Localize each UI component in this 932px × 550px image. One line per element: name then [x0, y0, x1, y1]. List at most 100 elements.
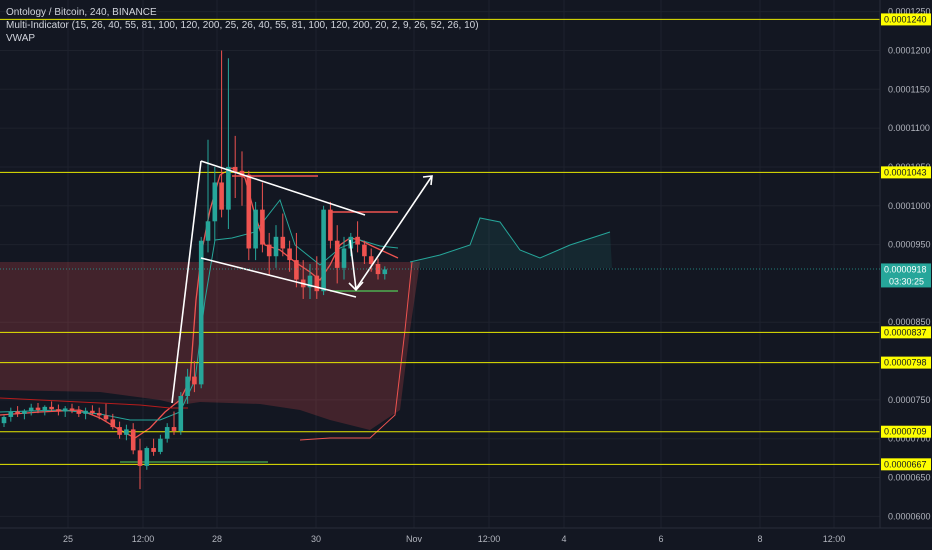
candle-body — [280, 236, 286, 249]
level-label: 0.0000709 — [884, 427, 927, 437]
time-tick-label: 12:00 — [478, 534, 501, 544]
candle — [49, 401, 54, 412]
candle — [130, 423, 136, 455]
candle — [294, 232, 299, 288]
candle — [232, 135, 238, 198]
candle-body — [15, 411, 20, 414]
candle-body — [239, 170, 245, 175]
countdown-label: 03:30:25 — [889, 276, 924, 286]
candle-body — [273, 236, 279, 257]
candle-body — [144, 448, 150, 466]
candle-body — [28, 407, 34, 411]
candle — [137, 438, 143, 490]
time-tick-label: 12:00 — [132, 534, 155, 544]
projection-up-arrow-line — [355, 175, 433, 290]
horizontal-levels — [0, 18, 880, 465]
candle-body — [76, 410, 82, 414]
candle-body — [90, 410, 95, 414]
time-tick-label: 6 — [658, 534, 663, 544]
symbol-title[interactable]: Ontology / Bitcoin, 240, BINANCE — [6, 7, 157, 18]
candle-body — [355, 236, 360, 245]
candle — [273, 225, 279, 268]
projection-down-arrow-line — [349, 239, 357, 290]
candle — [355, 221, 360, 253]
candle-body — [185, 376, 190, 396]
candle — [56, 404, 61, 416]
flagpole-line — [171, 160, 202, 404]
candle-body — [232, 166, 238, 171]
candle — [368, 248, 374, 272]
price-axis[interactable]: 0.0001250 0.0001200 0.0001150 0.0001100 0.00… — [879, 0, 931, 528]
time-axis[interactable]: 25 12:00 28 30 Nov 12:00 4 6 8 12:00 — [0, 527, 932, 544]
candle — [62, 406, 68, 417]
cloud-lower-area — [410, 218, 612, 268]
level-label-bg — [881, 326, 931, 339]
candle — [96, 407, 102, 420]
candlestick-series — [1, 50, 388, 490]
projection-down-arrowhead — [348, 281, 364, 292]
candle — [178, 392, 184, 435]
candle — [42, 405, 48, 416]
flag-upper-line — [200, 160, 366, 216]
time-tick-label: Nov — [406, 534, 423, 544]
ma-fast-line — [0, 167, 399, 439]
candle — [246, 170, 252, 261]
candle — [90, 405, 95, 416]
candle-body — [266, 244, 272, 257]
candle — [185, 368, 190, 404]
candle — [8, 407, 14, 422]
pattern-drawings — [171, 160, 433, 404]
candle-body — [246, 174, 252, 249]
candle-body — [253, 209, 258, 249]
candle-body — [49, 406, 54, 410]
candle-body — [287, 248, 292, 261]
candle — [198, 236, 204, 389]
price-tick-label: 0.0001200 — [888, 45, 931, 55]
level-label-bg — [881, 13, 931, 26]
price-tick-label: 0.0001100 — [888, 123, 930, 133]
candle-body — [198, 240, 204, 385]
level-label: 0.0001043 — [884, 167, 927, 177]
candle — [76, 406, 82, 417]
indicator-multi-label[interactable]: Multi-Indicator (15, 26, 40, 55, 81, 100… — [6, 20, 479, 31]
level-label-bg — [881, 425, 931, 438]
price-tick-label: 0.0001250 — [888, 7, 931, 17]
candle — [124, 424, 129, 441]
level-label-bg — [881, 356, 931, 369]
candle-body — [328, 209, 333, 241]
time-tick-label: 12:00 — [823, 534, 846, 544]
level-label: 0.0000667 — [884, 459, 927, 469]
current-price-label-bg — [881, 263, 931, 288]
candle-body — [219, 182, 224, 210]
indicator-vwap-label[interactable]: VWAP — [6, 33, 36, 44]
candle — [1, 415, 7, 428]
candle-body — [382, 269, 388, 275]
candle-body — [178, 396, 184, 431]
candle-body — [192, 376, 197, 385]
candle-body — [103, 415, 109, 420]
candle-body — [226, 166, 231, 210]
price-tick-label: 0.0000600 — [888, 511, 931, 521]
candle-body — [117, 427, 122, 435]
candle — [144, 446, 150, 470]
level-label: 0.0001240 — [884, 14, 927, 24]
ma-dark-line — [0, 397, 188, 409]
current-price-marker: 0.0000918 03:30:25 — [881, 263, 931, 288]
price-tick-label: 0.0001000 — [888, 201, 931, 211]
candle — [260, 182, 265, 253]
price-tick-label: 0.0000650 — [888, 473, 931, 483]
candle-body — [1, 416, 7, 424]
candle — [334, 225, 340, 284]
price-tick-label: 0.0000850 — [888, 317, 931, 327]
flag-lower-line — [200, 257, 357, 298]
price-tick-label: 0.0000700 — [888, 434, 931, 444]
candle-body — [294, 260, 299, 280]
candle-body — [137, 450, 143, 466]
cloud-lead-b-line — [299, 261, 413, 441]
level-label: 0.0000798 — [884, 358, 927, 368]
candle — [307, 264, 313, 299]
candle — [328, 201, 333, 249]
candle — [15, 406, 20, 417]
candle-body — [321, 209, 326, 292]
